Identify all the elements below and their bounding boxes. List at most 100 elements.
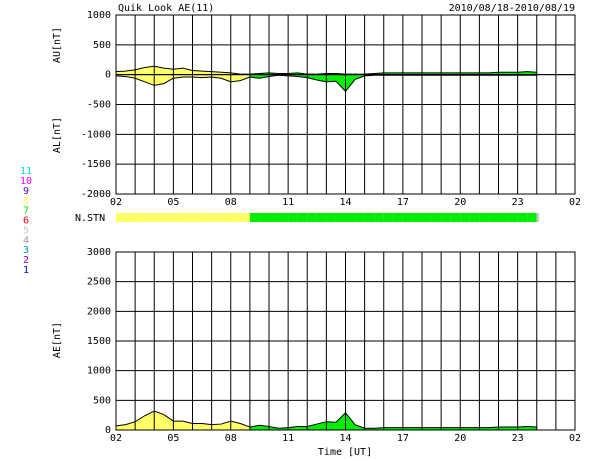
legend-entry: 8 [23, 196, 29, 207]
area-segment [307, 74, 317, 81]
legend-entry: 7 [23, 206, 29, 217]
station-bar [307, 213, 317, 222]
station-bar [488, 213, 499, 222]
station-bar [431, 213, 442, 222]
station-bar [393, 213, 403, 222]
plot-frame [115, 14, 576, 195]
area-segment [163, 74, 174, 84]
station-bar [479, 213, 489, 222]
area-segment [498, 72, 509, 75]
y-tick-label: -1000 [81, 129, 111, 140]
x-tick-label: 02 [110, 433, 122, 444]
area-segment [402, 427, 413, 430]
x-tick-label: 23 [512, 197, 524, 208]
area-segment [211, 424, 222, 430]
station-bar [536, 213, 540, 222]
station-bar [249, 213, 260, 222]
area-outline [115, 410, 537, 429]
area-segment [345, 412, 356, 430]
station-bar [517, 213, 528, 222]
station-bar [527, 213, 537, 222]
station-bar [135, 213, 145, 222]
station-bar [364, 213, 375, 222]
y-tick-label: 500 [93, 395, 111, 406]
area-segment [345, 74, 356, 92]
legend-entry: 2 [23, 255, 29, 266]
station-bar [469, 213, 480, 222]
station-bar [221, 213, 231, 222]
y-axis-label: AL[nT] [52, 117, 63, 153]
area-segment [307, 424, 317, 430]
area-segment [479, 427, 489, 430]
station-bar [192, 213, 203, 222]
area-segment [422, 427, 432, 430]
area-outline [115, 65, 537, 75]
x-tick-label: 02 [569, 197, 581, 208]
station-bar [116, 213, 126, 222]
x-tick-label: 08 [225, 197, 237, 208]
date-range: 2010/08/18-2010/08/19 [449, 3, 575, 14]
area-segment [192, 423, 203, 430]
chart-title: Quik Look AE(11) [118, 3, 214, 14]
area-segment [460, 427, 470, 430]
area-segment [431, 427, 442, 430]
area-segment [335, 74, 346, 92]
area-segment [230, 74, 241, 82]
station-bar [144, 213, 155, 222]
station-bar [402, 213, 413, 222]
station-bar [412, 213, 422, 222]
y-tick-label: 3000 [87, 247, 111, 258]
area-segment [163, 68, 174, 75]
area-segment [240, 74, 250, 81]
area-segment [326, 421, 336, 430]
station-bar [297, 213, 308, 222]
plot-frame [115, 251, 576, 431]
legend-entry: 10 [20, 176, 32, 187]
area-segment [498, 427, 509, 430]
area-outline [115, 74, 537, 93]
area-segment [450, 427, 461, 430]
y-tick-label: -1500 [81, 159, 111, 170]
x-tick-label: 05 [167, 433, 179, 444]
area-segment [192, 70, 203, 75]
x-tick-label: 02 [110, 197, 122, 208]
legend-entry: 11 [20, 166, 32, 177]
area-segment [240, 423, 250, 430]
x-tick-label: 14 [339, 197, 351, 208]
station-bar [498, 213, 509, 222]
station-bar [460, 213, 470, 222]
x-tick-label: 20 [454, 433, 466, 444]
y-tick-label: 500 [93, 40, 111, 51]
station-bar [182, 213, 193, 222]
area-segment [154, 411, 164, 430]
area-segment [508, 427, 518, 430]
area-segment [173, 421, 183, 430]
x-tick-label: 20 [454, 197, 466, 208]
station-bar [240, 213, 250, 222]
station-bar [441, 213, 451, 222]
area-segment [393, 427, 403, 430]
station-bar [422, 213, 432, 222]
area-segment [182, 68, 193, 75]
x-tick-label: 02 [569, 433, 581, 444]
x-tick-label: 23 [512, 433, 524, 444]
station-bar [383, 213, 394, 222]
station-bar [326, 213, 336, 222]
y-tick-label: 2500 [87, 277, 111, 288]
station-bar [230, 213, 241, 222]
x-tick-label: 11 [282, 197, 294, 208]
area-segment [249, 425, 260, 430]
station-bar [259, 213, 269, 222]
area-segment [154, 66, 164, 75]
area-segment [154, 74, 164, 86]
y-tick-label: 1000 [87, 366, 111, 377]
station-bar [374, 213, 384, 222]
x-tick-label: 17 [397, 197, 409, 208]
station-bar [450, 213, 461, 222]
x-tick-label: 08 [225, 433, 237, 444]
area-segment [326, 74, 336, 82]
area-segment [508, 72, 518, 75]
station-bar [278, 213, 289, 222]
station-bar [211, 213, 222, 222]
area-segment [335, 412, 346, 430]
